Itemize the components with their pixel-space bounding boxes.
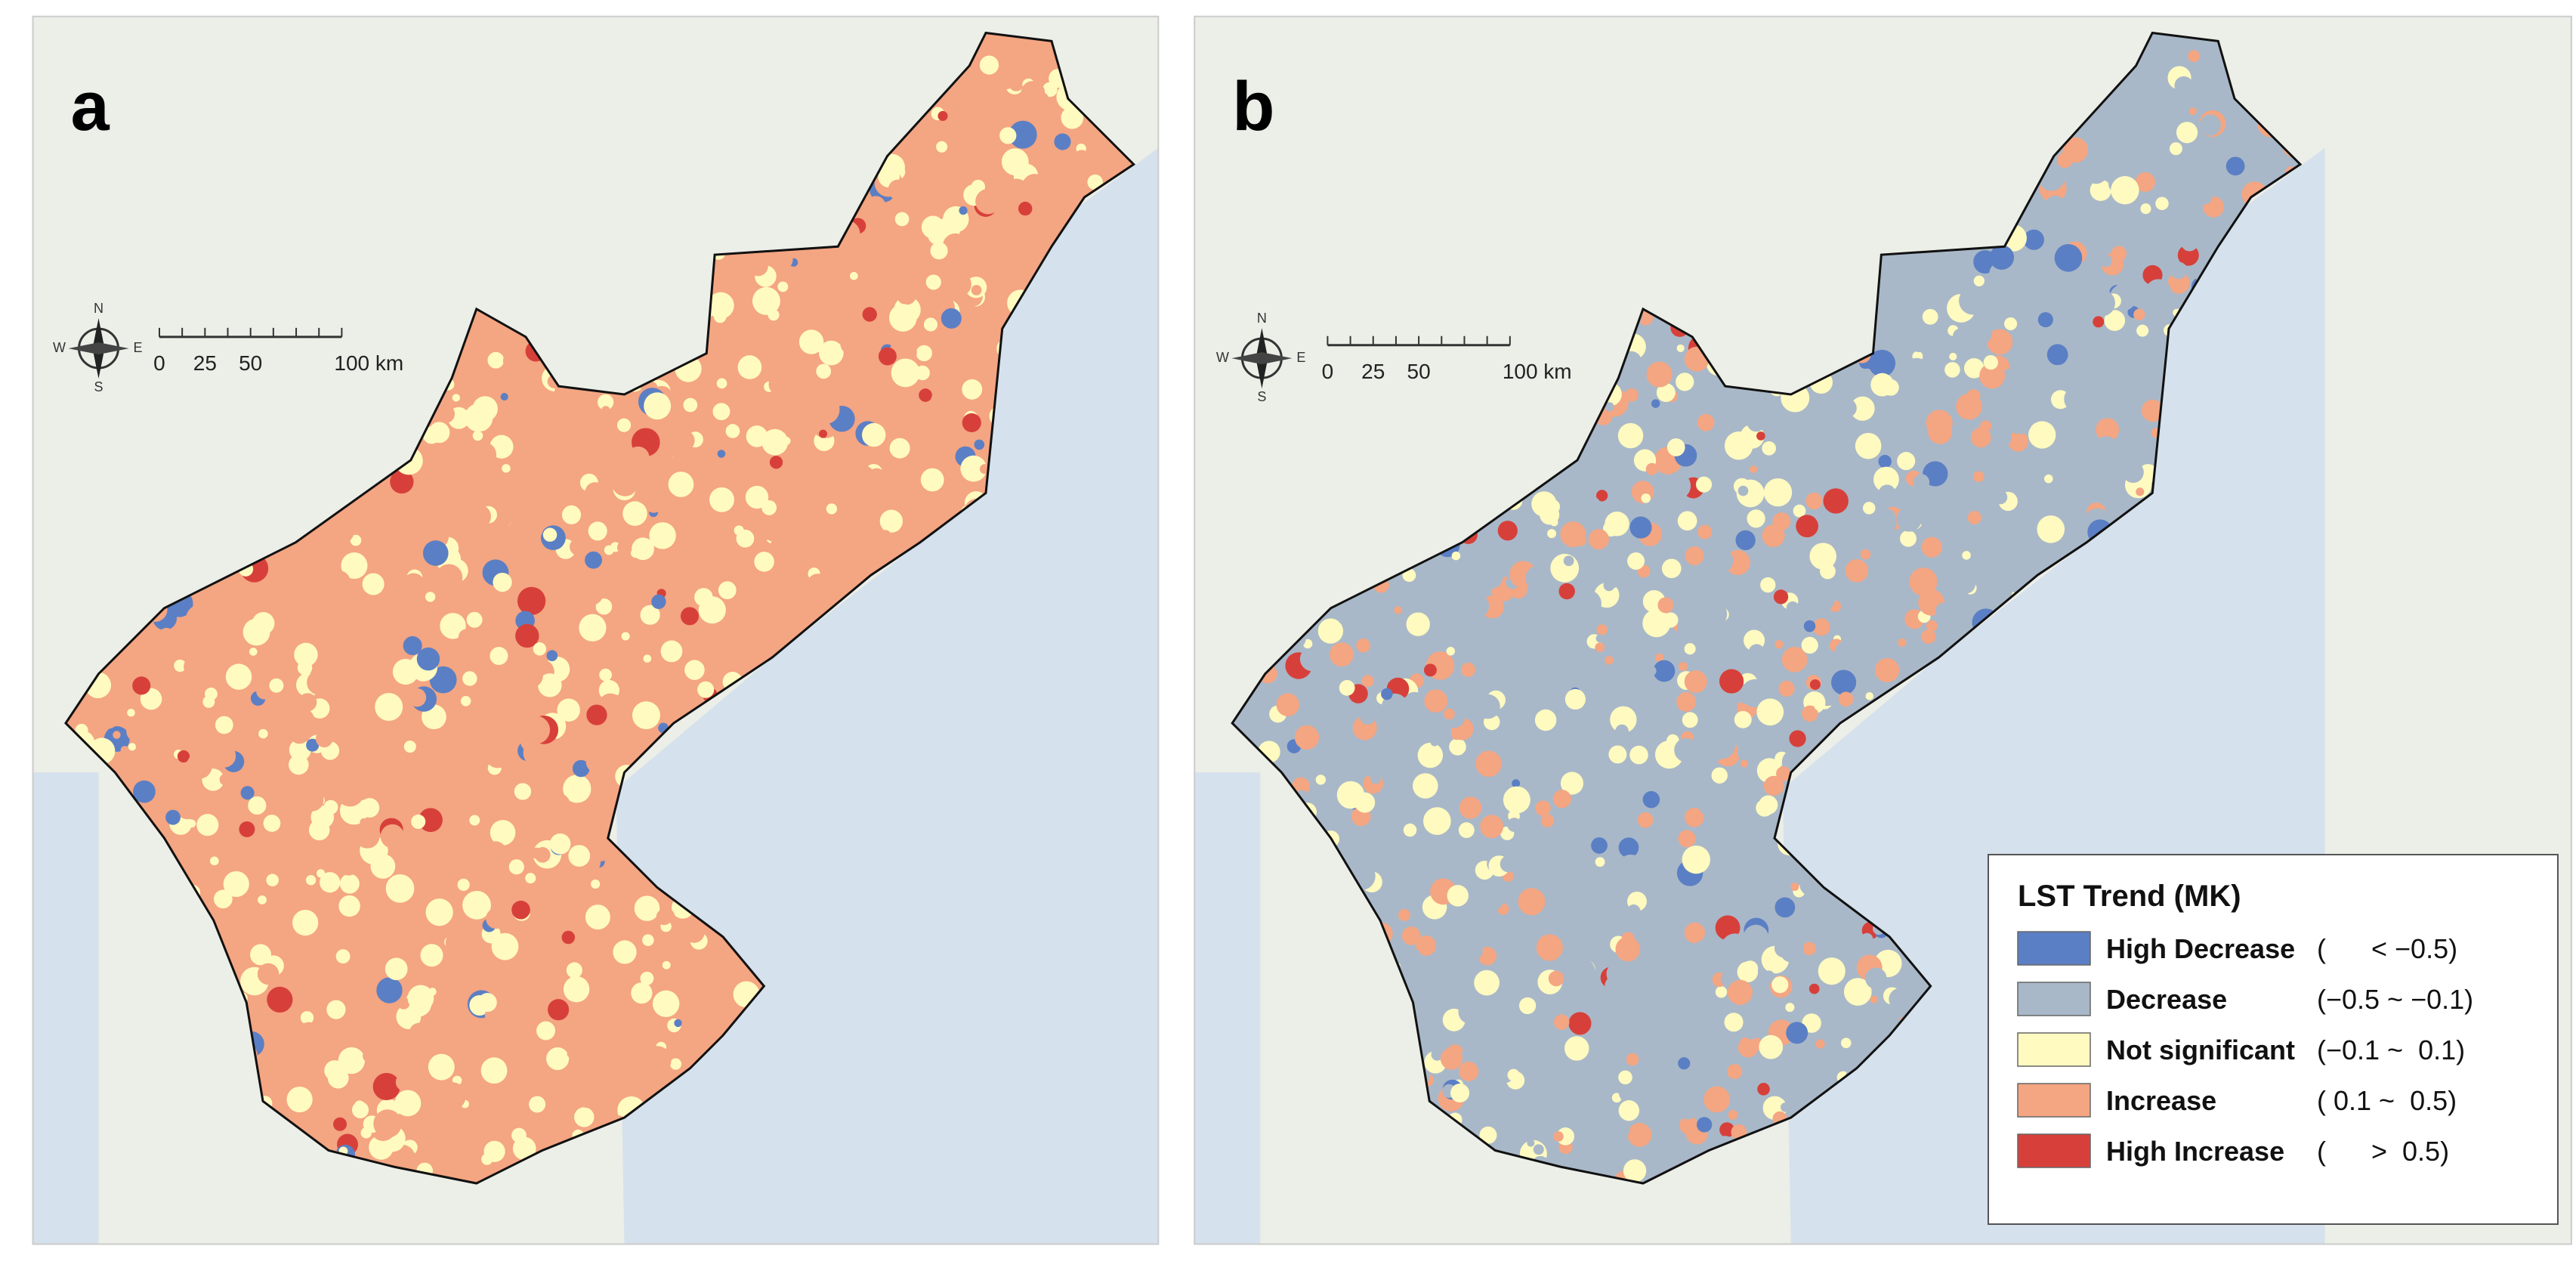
legend: LST Trend (MK) High Decrease ( < −0.5) Decr… xyxy=(1988,854,2559,1225)
legend-range: ( < −0.5) xyxy=(2317,933,2457,964)
scale-bar-label: 100 km xyxy=(334,351,403,375)
sea xyxy=(1194,772,1261,1245)
scale-bar-label: 100 km xyxy=(1503,360,1572,383)
map-panel: a N S E W 0 25 50 100 km xyxy=(32,15,1160,1245)
legend-range: (−0.1 ~ 0.1) xyxy=(2317,1034,2465,1065)
legend-label: High Increase xyxy=(2106,1136,2284,1167)
compass-letter: S xyxy=(1257,389,1266,404)
panel-label: b xyxy=(1232,68,1274,145)
scale-bar-label: 25 xyxy=(193,351,217,375)
compass xyxy=(1231,352,1293,365)
scale-bar-label: 50 xyxy=(239,351,262,375)
legend-range: ( 0.1 ~ 0.5) xyxy=(2317,1085,2457,1116)
panel-frame xyxy=(1194,15,2572,1245)
legend-label: High Decrease xyxy=(2106,933,2295,964)
legend-swatch xyxy=(2017,1133,2091,1168)
sea xyxy=(32,772,99,1245)
compass-letter: E xyxy=(133,340,142,355)
panel-frame xyxy=(32,15,1160,1245)
country-border xyxy=(1231,31,2303,1185)
legend-swatch xyxy=(2017,931,2091,966)
legend-label: Not significant xyxy=(2106,1034,2295,1065)
legend-swatch xyxy=(2017,1032,2091,1067)
legend-range: ( > 0.5) xyxy=(2317,1136,2449,1167)
panel-label: a xyxy=(71,68,110,145)
legend-title: LST Trend (MK) xyxy=(2018,880,2241,913)
scale-bar-label: 25 xyxy=(1361,360,1385,383)
scale-bar-label: 50 xyxy=(1407,360,1431,383)
compass-letter: W xyxy=(53,340,66,355)
compass-letter: N xyxy=(1257,311,1267,326)
scale-bar-label: 0 xyxy=(153,351,165,375)
legend-swatch xyxy=(2017,982,2091,1016)
compass-letter: E xyxy=(1296,350,1305,365)
compass-letter: W xyxy=(1216,350,1229,365)
map-panel: b N S E W 0 25 50 100 km xyxy=(1194,15,2572,1245)
legend-swatch xyxy=(2017,1083,2091,1118)
legend-range: (−0.5 ~ −0.1) xyxy=(2317,984,2473,1015)
legend-label: Increase xyxy=(2106,1085,2216,1116)
country-border xyxy=(64,31,1136,1185)
compass-letter: N xyxy=(94,301,103,316)
compass-letter: S xyxy=(94,379,103,394)
scale-bar-label: 0 xyxy=(1322,360,1334,383)
compass xyxy=(68,342,129,355)
legend-label: Decrease xyxy=(2106,984,2227,1015)
